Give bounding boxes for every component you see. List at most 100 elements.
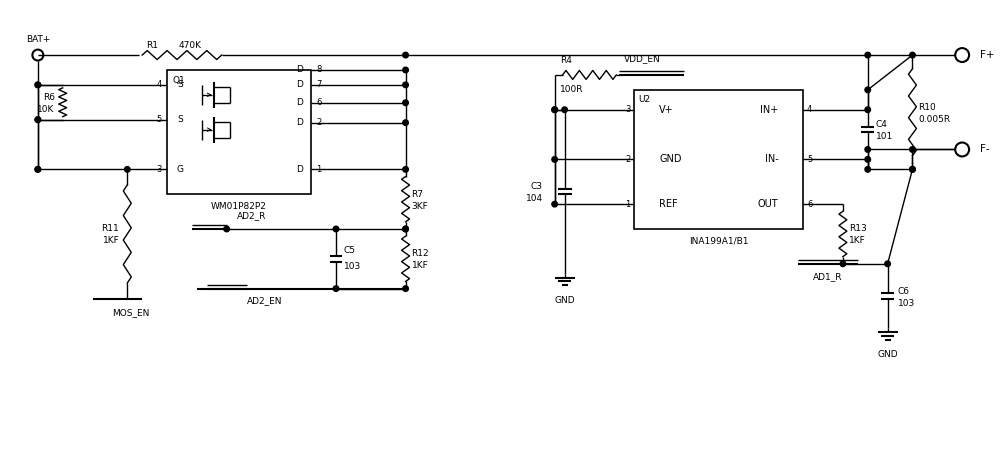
Circle shape [865,107,871,113]
Text: IN+: IN+ [760,105,778,115]
Text: F-: F- [980,144,990,154]
Text: 470K: 470K [178,40,201,49]
Text: 2: 2 [625,155,630,164]
Circle shape [403,67,408,73]
Text: U2: U2 [638,95,650,104]
Text: 0.005R: 0.005R [918,115,951,123]
Text: 3: 3 [157,165,162,174]
Text: 5: 5 [807,155,812,164]
Text: D: D [296,65,303,74]
Text: R10: R10 [918,103,936,112]
Circle shape [552,107,557,113]
Text: 100R: 100R [560,85,583,94]
Circle shape [403,167,408,172]
Text: GND: GND [659,154,682,164]
Text: F+: F+ [980,50,995,60]
Circle shape [125,167,130,172]
Text: GND: GND [554,296,575,305]
Text: S: S [177,115,183,124]
Text: 3: 3 [625,105,630,114]
Text: MOS_EN: MOS_EN [112,309,150,317]
Text: INA199A1/B1: INA199A1/B1 [689,237,748,246]
Text: R11: R11 [102,224,119,233]
Circle shape [403,100,408,105]
Circle shape [403,120,408,125]
Circle shape [333,286,339,291]
Text: VDD_EN: VDD_EN [624,54,661,63]
Circle shape [865,147,871,152]
Circle shape [562,107,567,113]
Text: D: D [296,98,303,107]
Circle shape [910,167,915,172]
Text: 1KF: 1KF [103,237,119,246]
Text: AD2_EN: AD2_EN [247,296,282,306]
Text: R7: R7 [412,190,424,199]
Text: 5: 5 [157,115,162,124]
Circle shape [910,147,915,152]
Text: 1: 1 [625,200,630,209]
Text: WM01P82P2: WM01P82P2 [211,202,267,211]
Text: BAT+: BAT+ [26,35,50,44]
Circle shape [403,82,408,88]
Circle shape [865,52,871,58]
Circle shape [552,202,557,207]
Circle shape [552,107,557,113]
Text: S: S [177,80,183,89]
Text: OUT: OUT [758,199,778,209]
Text: 4: 4 [807,105,812,114]
Text: 1: 1 [316,165,321,174]
Text: GND: GND [877,350,898,359]
Text: 104: 104 [526,194,543,203]
Circle shape [35,167,41,172]
Text: D: D [296,165,303,174]
Circle shape [35,167,41,172]
Text: Q1: Q1 [172,76,185,85]
Text: 1KF: 1KF [849,237,866,246]
Text: C4: C4 [876,120,888,129]
Text: D: D [296,118,303,127]
Circle shape [35,82,41,88]
Text: 6: 6 [316,98,322,107]
Circle shape [403,226,408,232]
Circle shape [403,286,408,291]
Circle shape [35,117,41,123]
Text: D: D [296,80,303,89]
Circle shape [910,167,915,172]
Text: 101: 101 [876,132,893,141]
Text: 4: 4 [157,80,162,89]
Text: R13: R13 [849,224,867,233]
Circle shape [910,52,915,58]
Circle shape [403,52,408,58]
Bar [634,90,803,229]
Text: 103: 103 [344,262,361,271]
Text: REF: REF [659,199,678,209]
Text: R4: R4 [560,56,572,65]
Text: IN-: IN- [765,154,778,164]
Text: 2: 2 [316,118,321,127]
Text: R12: R12 [412,249,429,258]
Text: 10K: 10K [37,105,55,114]
Circle shape [552,157,557,162]
Circle shape [224,226,229,232]
Circle shape [35,82,41,88]
Circle shape [865,167,871,172]
Text: AD1_R: AD1_R [813,272,843,281]
Text: 103: 103 [898,299,915,307]
Bar [167,70,311,194]
Text: 8: 8 [316,65,322,74]
Circle shape [35,117,41,123]
Text: 1KF: 1KF [412,261,428,270]
Text: G: G [177,165,184,174]
Circle shape [840,261,846,266]
Text: C5: C5 [344,247,356,255]
Text: 3KF: 3KF [412,202,428,211]
Circle shape [865,157,871,162]
Text: R6: R6 [43,93,55,102]
Circle shape [865,87,871,93]
Text: 6: 6 [807,200,812,209]
Text: AD2_R: AD2_R [237,211,266,220]
Text: V+: V+ [659,105,674,115]
Text: C6: C6 [898,286,910,296]
Circle shape [403,226,408,232]
Circle shape [333,226,339,232]
